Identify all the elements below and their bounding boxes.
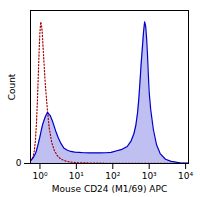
svg-text:10⁰: 10⁰ — [32, 171, 47, 181]
svg-text:10¹: 10¹ — [69, 171, 84, 181]
svg-text:Mouse CD24 (M1/69) APC: Mouse CD24 (M1/69) APC — [52, 184, 167, 194]
svg-text:10⁴: 10⁴ — [178, 171, 193, 181]
svg-text:0: 0 — [16, 158, 22, 168]
svg-text:10²: 10² — [105, 171, 120, 181]
svg-text:Count: Count — [7, 73, 17, 100]
svg-text:10³: 10³ — [142, 171, 157, 181]
